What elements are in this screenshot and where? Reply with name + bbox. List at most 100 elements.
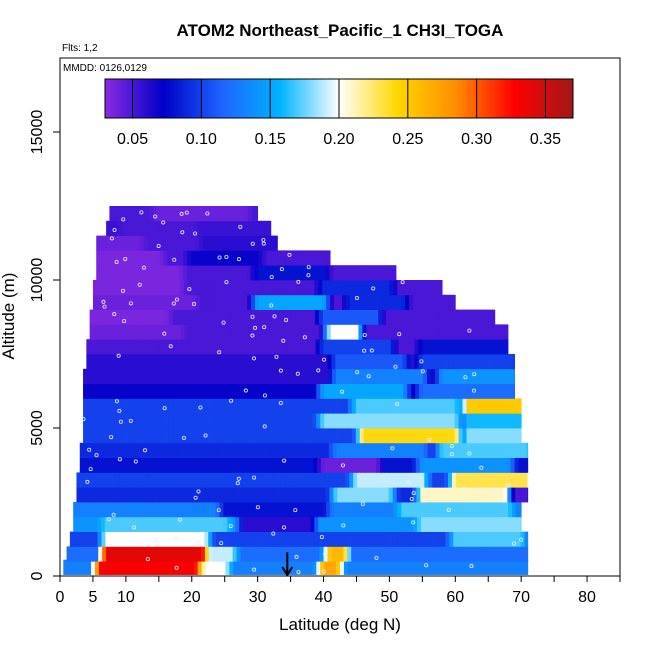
heat-cell: [471, 457, 476, 473]
heat-cell: [162, 457, 168, 473]
heat-cell: [487, 487, 492, 503]
heat-cell: [318, 309, 324, 325]
heat-cell: [335, 354, 340, 370]
heat-cell: [83, 398, 88, 414]
heat-cell: [256, 339, 261, 355]
heat-cell: [429, 324, 434, 340]
heat-cell: [143, 487, 149, 503]
heat-cell: [128, 516, 133, 532]
heat-cell: [260, 383, 266, 399]
heat-cell: [151, 265, 156, 281]
heat-cell: [174, 457, 179, 473]
heat-cell: [276, 559, 282, 575]
heat-cell: [427, 442, 432, 458]
heat-cell: [173, 428, 179, 444]
heat-cell: [182, 457, 187, 473]
heat-cell: [88, 502, 94, 518]
heat-cell: [490, 398, 495, 414]
heat-cell: [136, 502, 141, 518]
heat-cell: [296, 559, 301, 575]
heat-cell: [130, 383, 135, 399]
heat-cell: [376, 487, 382, 503]
heat-cell: [293, 457, 298, 473]
heat-cell: [376, 457, 381, 473]
sample-point: [250, 333, 255, 338]
heat-cell: [342, 309, 347, 325]
heat-cell: [367, 559, 373, 575]
heat-cell: [249, 559, 254, 575]
heat-cell: [165, 546, 170, 562]
heat-cell: [430, 428, 436, 444]
heat-cell: [273, 442, 278, 458]
heat-cell: [387, 398, 392, 414]
heat-cell: [197, 428, 203, 444]
heat-cell: [407, 398, 412, 414]
heat-cell: [243, 324, 249, 340]
heat-cell: [109, 531, 114, 547]
heat-cell: [506, 368, 511, 384]
dates-label: MMDD: 0126,0129: [63, 63, 147, 74]
heat-cell: [172, 516, 177, 532]
heat-cell: [150, 428, 155, 444]
heat-cell: [226, 250, 232, 266]
heat-cell: [328, 368, 333, 384]
heat-cell: [241, 442, 247, 458]
heat-cell: [304, 398, 309, 414]
heat-cell: [511, 487, 516, 503]
heat-cell: [154, 428, 159, 444]
heat-cell: [77, 531, 83, 547]
marker-arrow-head: [281, 566, 294, 577]
heat-cell: [160, 309, 166, 325]
heat-cell: [127, 472, 133, 488]
heat-cell: [348, 457, 353, 473]
heat-cell: [430, 413, 436, 429]
heat-cell: [110, 413, 116, 429]
heat-cell: [467, 487, 473, 503]
heat-cell: [79, 442, 85, 458]
heat-cell: [338, 516, 343, 532]
heat-cell: [92, 502, 98, 518]
heat-cell: [138, 428, 143, 444]
heat-cell: [465, 309, 470, 325]
heat-cell: [264, 413, 270, 429]
heat-cell: [424, 516, 430, 532]
heat-cell: [270, 502, 276, 518]
heat-cell: [470, 368, 475, 384]
heat-cell: [285, 250, 291, 266]
heat-cell: [409, 516, 414, 532]
heat-cell: [216, 324, 221, 340]
heat-cell: [246, 250, 251, 266]
heat-cell: [330, 280, 335, 296]
heat-cell: [289, 487, 295, 503]
heat-cell: [312, 413, 317, 429]
heat-cell: [112, 265, 117, 281]
heat-row: [63, 559, 529, 575]
heat-cell: [147, 265, 152, 281]
heat-cell: [241, 559, 246, 575]
heat-row: [83, 428, 522, 444]
heat-cell: [143, 250, 149, 266]
heat-cell: [324, 428, 329, 444]
heat-cell: [119, 235, 125, 251]
heat-cell: [358, 324, 363, 340]
heat-cell: [118, 368, 123, 384]
heat-cell: [152, 516, 157, 532]
heat-cell: [388, 265, 394, 281]
heat-cell: [368, 487, 374, 503]
heat-cell: [458, 368, 463, 384]
heat-cell: [525, 546, 529, 562]
heat-cell: [204, 546, 210, 562]
heat-cell: [419, 428, 424, 444]
heat-cell: [417, 324, 423, 340]
heat-cell: [232, 220, 237, 236]
heat-cell: [345, 280, 351, 296]
heat-cell: [312, 383, 317, 399]
heat-cell: [114, 559, 120, 575]
heat-cell: [98, 428, 104, 444]
heat-cell: [450, 368, 456, 384]
heat-cell: [274, 235, 278, 251]
heat-cell: [89, 531, 94, 547]
heat-cell: [230, 265, 235, 281]
x-axis-label: Latitude (deg N): [279, 615, 401, 634]
